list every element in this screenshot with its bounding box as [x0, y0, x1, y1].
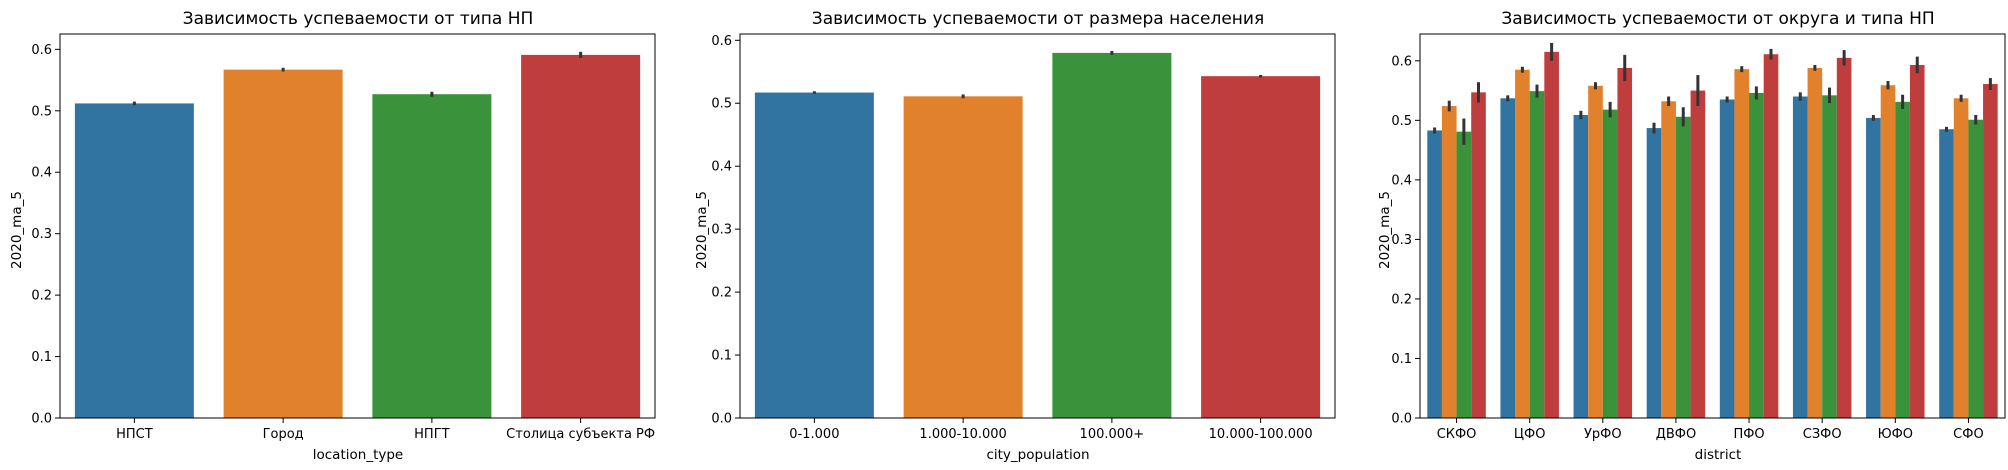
chart-city-population: Зависимость успеваемости от размера насе…	[694, 9, 1336, 463]
y-tick-label: 0.2	[31, 289, 52, 304]
bar	[74, 103, 194, 419]
x-tick-label: ЦФО	[1514, 427, 1546, 442]
axes-frame	[59, 33, 656, 419]
y-tick-label: 0.1	[31, 350, 52, 365]
bar	[1939, 129, 1954, 419]
bar	[1953, 98, 1969, 419]
bar	[1880, 85, 1896, 418]
plot-area: 0.0 0.1 0.2 0.3 0.4 0.5 0.6 0-1.000 1.000-10.000…	[711, 33, 1336, 442]
chart-title: Зависимость успеваемости от типа НП	[183, 9, 534, 29]
bar	[1763, 54, 1779, 419]
x-tick-label: 1.000-10.000	[919, 427, 1006, 442]
x-tick-label: Столица субъекта РФ	[506, 427, 655, 442]
bar	[1052, 52, 1172, 418]
bar	[521, 54, 641, 419]
y-tick-label: 0.6	[31, 43, 52, 58]
y-tick-label: 0.3	[1391, 233, 1412, 248]
y-tick-label: 0.5	[1391, 114, 1412, 129]
bar	[1836, 57, 1852, 418]
y-axis-label: 2020_ma_5	[9, 191, 25, 269]
y-tick-label: 0.1	[1391, 352, 1412, 367]
x-tick-label: 100.000+	[1080, 427, 1145, 442]
bar	[1456, 131, 1472, 418]
bar	[1749, 92, 1764, 418]
y-tick-label: 0.4	[1391, 173, 1412, 188]
bar	[1807, 67, 1823, 419]
bar	[1441, 106, 1457, 419]
bar	[754, 92, 874, 419]
x-tick-label: 0-1.000	[789, 427, 839, 442]
x-tick-label: УрФО	[1584, 427, 1622, 442]
bar	[1895, 101, 1910, 419]
x-tick-label: ПФО	[1733, 427, 1764, 442]
bar	[223, 69, 343, 419]
bar	[372, 94, 492, 419]
plot-area: 0.0 0.1 0.2 0.3 0.4 0.5 0.6 НПСТ Город НПГТ Столиц…	[31, 33, 656, 442]
y-tick-label: 0.4	[31, 166, 52, 181]
bar	[1602, 109, 1618, 418]
chart-title: Зависимость успеваемости от округа и тип…	[1501, 9, 1934, 29]
y-tick-label: 0.5	[31, 104, 52, 119]
y-axis-label: 2020_ma_5	[694, 191, 710, 269]
x-tick-label: ЮФО	[1878, 427, 1913, 442]
x-axis-label: district	[1695, 447, 1742, 463]
bar	[1617, 67, 1633, 419]
chart-title: Зависимость успеваемости от размера насе…	[812, 9, 1264, 29]
y-tick-label: 0.0	[1391, 412, 1412, 427]
chart-district: Зависимость успеваемости от округа и тип…	[1377, 9, 2006, 463]
y-tick-label: 0.2	[711, 286, 732, 301]
bar	[1573, 114, 1589, 419]
axes-frame	[739, 33, 1336, 419]
bar	[1675, 116, 1691, 419]
bar	[1822, 95, 1837, 419]
y-tick-label: 0.5	[711, 97, 732, 112]
bar	[903, 96, 1023, 418]
bar	[1866, 117, 1881, 418]
bar	[1529, 91, 1545, 418]
bar	[1471, 92, 1486, 419]
y-tick-label: 0.6	[711, 34, 732, 49]
x-tick-label: СЗФО	[1803, 427, 1842, 442]
y-tick-label: 0.0	[31, 412, 52, 427]
x-tick-label: 10.000-100.000	[1209, 427, 1313, 442]
bar	[1661, 101, 1676, 419]
y-tick-label: 0.6	[1391, 54, 1412, 69]
bar	[1201, 76, 1321, 418]
y-tick-label: 0.1	[711, 349, 732, 364]
bar	[1719, 99, 1735, 418]
x-tick-label: ДВФО	[1656, 427, 1697, 442]
bar	[1909, 64, 1925, 419]
x-tick-label: Город	[263, 427, 304, 442]
y-axis-label: 2020_ma_5	[1377, 191, 1393, 269]
bar	[1734, 69, 1750, 418]
x-axis-label: location_type	[313, 447, 403, 463]
y-tick-label: 0.2	[1391, 292, 1412, 307]
y-tick-label: 0.0	[711, 412, 732, 427]
bar	[1544, 51, 1559, 418]
axes-frame	[1419, 33, 2006, 419]
bar	[1792, 96, 1808, 418]
y-tick-label: 0.3	[711, 223, 732, 238]
bar	[1427, 130, 1442, 418]
plot-area: 0.0 0.1 0.2 0.3 0.4 0.5 0.6 СКФО ЦФО УрФО ДВФО ПФО С…	[1391, 33, 2006, 442]
y-tick-label: 0.3	[31, 227, 52, 242]
bar	[1500, 98, 1516, 419]
x-tick-label: СФО	[1953, 427, 1984, 442]
bar	[1646, 128, 1662, 418]
chart-location-type: Зависимость успеваемости от типа НП 0.00…	[9, 9, 656, 463]
y-tick-label: 0.4	[711, 160, 732, 175]
x-tick-label: СКФО	[1437, 427, 1477, 442]
bar	[1515, 69, 1530, 418]
bar	[1588, 85, 1603, 418]
x-tick-label: НПСТ	[116, 427, 153, 442]
bar	[1690, 90, 1706, 418]
bar	[1983, 84, 1998, 418]
x-tick-label: НПГТ	[414, 427, 449, 442]
bar	[1968, 119, 1984, 419]
x-axis-label: city_population	[986, 447, 1089, 463]
